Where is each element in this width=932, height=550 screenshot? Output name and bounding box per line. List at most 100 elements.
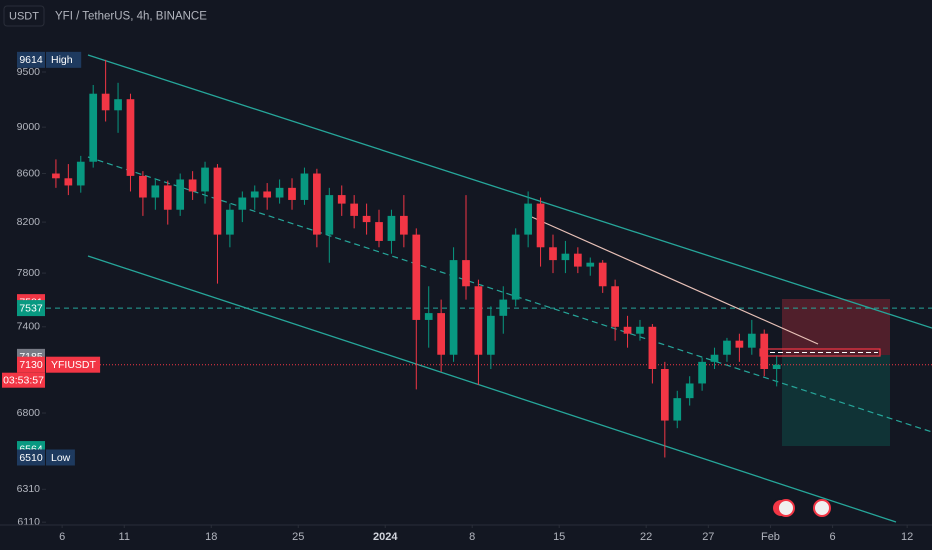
candle-body — [52, 173, 60, 179]
badge-price: 7537 — [19, 302, 43, 314]
badge-box — [17, 449, 45, 466]
candle-body — [275, 187, 284, 198]
candle-body — [449, 260, 458, 355]
candle-body — [487, 315, 495, 355]
candle-body — [710, 354, 719, 362]
candle-body — [760, 333, 769, 370]
chart-title: YFI / TetherUS, 4h, BINANCE — [55, 11, 207, 23]
y-tick-label: 6800 — [17, 407, 41, 419]
candle-body — [176, 179, 185, 210]
y-tick-label: 6110 — [17, 516, 40, 528]
candle-body — [573, 253, 582, 267]
stop-zone — [782, 299, 890, 355]
price-badge: 7537 — [17, 300, 45, 317]
candle-body — [139, 175, 147, 198]
y-tick-label: 6310 — [17, 483, 41, 495]
candle-body — [511, 234, 520, 300]
x-tick-label: 25 — [292, 531, 304, 543]
candle-body — [747, 333, 756, 348]
candle-body — [226, 209, 234, 235]
candle-body — [101, 93, 110, 111]
candle-body — [350, 203, 359, 216]
candle-body — [163, 185, 172, 210]
badge-price: 9614 — [19, 54, 43, 66]
badge-tag: YFIUSDT — [51, 359, 97, 371]
event-icon[interactable] — [777, 499, 795, 517]
plot — [46, 59, 932, 458]
candle-body — [524, 203, 532, 235]
candle-body — [325, 195, 334, 235]
candle-body — [387, 215, 396, 241]
countdown-box — [2, 372, 45, 388]
candle-body — [151, 185, 160, 198]
price-badge: 9614 High — [17, 51, 82, 68]
candle-body — [437, 313, 445, 355]
channel-lower — [87, 255, 897, 523]
badge-price: 6510 — [19, 452, 43, 464]
trend-line — [524, 213, 819, 345]
candle-body — [698, 361, 706, 384]
candle-body — [474, 286, 483, 355]
candle-body — [772, 364, 781, 370]
candle-body — [76, 161, 85, 186]
badge-tag: Low — [51, 452, 71, 464]
candle-body — [263, 191, 272, 198]
candle-body — [114, 99, 122, 111]
price-badge: 7130 YFIUSDT 03:53:57 — [2, 356, 101, 388]
badge-box — [17, 300, 45, 317]
candle-body — [598, 262, 607, 287]
candle-body — [723, 340, 731, 355]
badge-tag: High — [51, 54, 73, 66]
x-tick-label: 22 — [640, 531, 652, 543]
badge-tag-box — [46, 51, 82, 68]
y-tick-label: 9500 — [17, 66, 41, 78]
symbol-button-label: USDT — [9, 10, 39, 22]
candle-body — [424, 313, 433, 320]
candle-body — [735, 340, 744, 348]
candle-body — [362, 215, 371, 223]
candle-body — [400, 215, 408, 235]
candle-body — [623, 326, 632, 334]
badge-box — [17, 51, 45, 68]
badge-box — [17, 356, 45, 373]
candle-body — [300, 173, 309, 200]
candle-body — [648, 326, 657, 370]
y-tick-label: 7400 — [17, 321, 41, 333]
candle-body — [250, 191, 259, 198]
y-tick-label: 9000 — [17, 121, 41, 133]
candle-body — [313, 173, 321, 235]
y-tick-label: 8600 — [17, 167, 41, 179]
x-tick-label: 11 — [119, 531, 130, 543]
candle-body — [288, 187, 296, 200]
candle-body — [561, 253, 570, 261]
target-zone — [782, 355, 890, 446]
drawings — [87, 54, 932, 523]
candle-body — [337, 195, 346, 204]
candle-body — [499, 299, 508, 316]
candle-body — [126, 99, 135, 176]
symbol-button[interactable] — [3, 5, 45, 27]
candle-body — [412, 234, 421, 320]
x-tick-label: 6 — [830, 531, 836, 543]
badge-tag-box — [46, 356, 101, 373]
channel-upper — [87, 54, 932, 329]
x-tick-label: 27 — [702, 531, 714, 543]
price-badge: 6510 Low — [17, 449, 75, 466]
candle-body — [673, 398, 682, 421]
candle-body — [375, 222, 383, 241]
candle-body — [188, 179, 197, 192]
candle-body — [64, 178, 73, 186]
event-icon[interactable] — [813, 499, 831, 517]
x-tick-label: 18 — [205, 531, 217, 543]
candle-body — [201, 167, 209, 192]
candle-body — [636, 326, 644, 334]
x-tick-label: 15 — [553, 531, 565, 543]
x-tick-label: 8 — [469, 531, 475, 543]
x-tick-label: 6 — [59, 531, 65, 543]
x-tick-label: 12 — [901, 531, 913, 543]
y-tick-label: 7800 — [17, 267, 41, 279]
entry-box — [759, 348, 881, 357]
candle-body — [213, 167, 222, 235]
candle-body — [89, 93, 98, 162]
